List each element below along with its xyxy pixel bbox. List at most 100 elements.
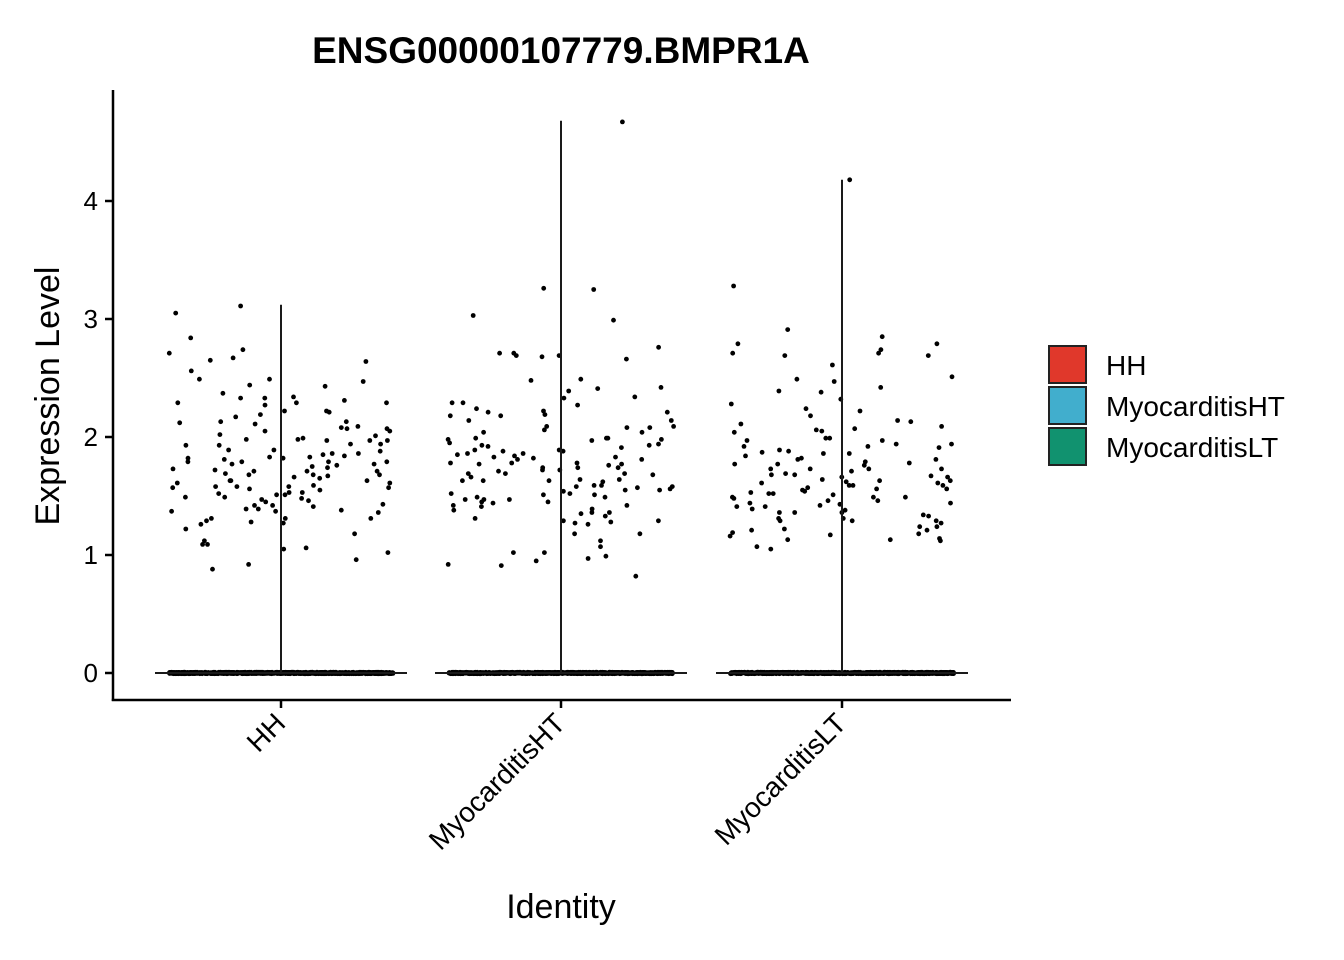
data-point	[591, 483, 597, 488]
data-point	[622, 487, 628, 493]
data-point	[258, 412, 263, 417]
data-point	[603, 553, 609, 559]
data-point	[606, 462, 612, 468]
data-point	[632, 394, 638, 400]
data-point	[300, 435, 306, 441]
data-point	[754, 544, 760, 550]
data-point	[566, 388, 572, 394]
data-point	[460, 400, 466, 406]
data-point	[935, 480, 941, 486]
data-point	[183, 442, 189, 448]
data-point	[802, 488, 808, 494]
legend-label: HH	[1106, 350, 1146, 381]
data-point	[223, 471, 228, 476]
data-point	[262, 402, 268, 408]
data-point	[944, 486, 950, 492]
data-point	[479, 499, 485, 505]
legend: HH MyocarditisHT MyocarditisLT	[1048, 345, 1285, 466]
data-point	[295, 437, 301, 442]
data-point	[608, 519, 614, 525]
data-point	[938, 520, 944, 526]
data-point	[575, 465, 581, 471]
y-axis-label: Expression Level	[29, 267, 67, 526]
data-point	[939, 424, 944, 429]
data-point	[450, 503, 456, 508]
data-point	[852, 426, 858, 432]
x-tick-label: MyocarditisHT	[423, 707, 571, 855]
data-point	[934, 524, 940, 530]
data-point	[572, 520, 578, 526]
data-point	[656, 518, 661, 524]
data-point	[879, 334, 885, 340]
data-point	[541, 492, 546, 498]
data-point	[324, 438, 330, 443]
data-point	[217, 432, 223, 437]
data-point	[541, 408, 546, 414]
y-tick-label: 3	[84, 304, 98, 334]
data-point	[485, 444, 491, 449]
data-point	[342, 453, 347, 459]
data-point	[515, 457, 520, 462]
data-point	[759, 449, 765, 455]
data-point	[533, 558, 539, 564]
data-point	[727, 533, 733, 539]
data-point	[748, 490, 754, 495]
data-point	[656, 344, 661, 350]
data-point	[303, 545, 309, 551]
data-point	[749, 527, 754, 533]
data-point	[329, 451, 335, 456]
data-point	[385, 550, 391, 555]
data-point	[209, 516, 214, 521]
data-point	[325, 465, 330, 471]
data-point	[474, 406, 479, 412]
data-point	[491, 454, 497, 460]
data-point	[775, 461, 781, 467]
data-point	[485, 409, 491, 415]
data-point	[238, 303, 244, 309]
data-point	[878, 347, 884, 353]
data-point	[542, 550, 547, 555]
data-point	[460, 478, 465, 484]
data-point	[875, 498, 881, 504]
data-point	[938, 538, 943, 544]
data-point	[299, 496, 304, 501]
data-point	[542, 427, 547, 433]
data-point	[448, 491, 454, 496]
data-point	[624, 425, 630, 430]
data-point	[567, 491, 573, 496]
data-point	[785, 327, 791, 332]
data-point	[183, 494, 188, 500]
data-point	[338, 425, 344, 430]
data-point	[589, 438, 595, 443]
data-point	[624, 503, 630, 508]
data-point	[472, 447, 478, 453]
data-point	[281, 546, 287, 552]
data-point	[830, 492, 836, 498]
data-point	[857, 408, 863, 414]
data-point	[749, 506, 755, 512]
legend-label: MyocarditisHT	[1106, 391, 1285, 422]
data-point	[635, 485, 640, 491]
data-point	[731, 429, 737, 435]
data-point	[945, 474, 950, 480]
data-point	[639, 429, 645, 435]
legend-swatch	[1048, 386, 1087, 425]
data-point	[877, 478, 882, 484]
data-point	[747, 500, 753, 506]
data-point	[473, 435, 479, 441]
data-point	[777, 510, 782, 515]
data-point	[271, 447, 277, 453]
data-point	[374, 468, 380, 474]
data-point	[598, 544, 603, 550]
data-point	[541, 285, 547, 291]
data-point	[539, 354, 545, 360]
data-point	[291, 474, 297, 480]
data-point	[874, 486, 879, 492]
data-point	[455, 452, 460, 458]
data-point	[227, 478, 233, 484]
data-point	[363, 359, 369, 364]
data-point	[768, 466, 774, 472]
data-point	[310, 504, 316, 509]
data-point	[762, 504, 768, 509]
data-point	[738, 421, 744, 427]
